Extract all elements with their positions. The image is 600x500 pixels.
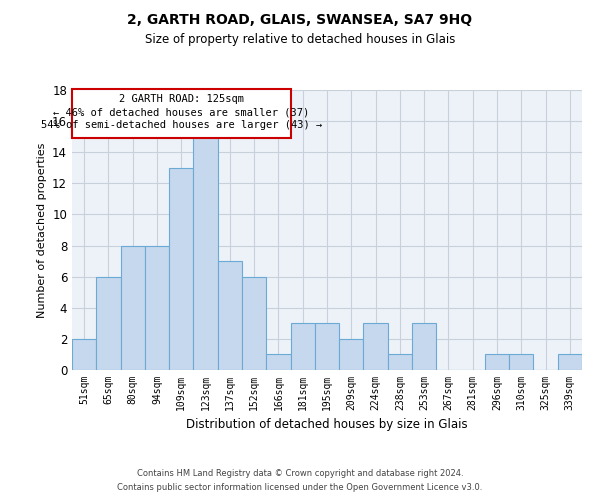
X-axis label: Distribution of detached houses by size in Glais: Distribution of detached houses by size …: [186, 418, 468, 432]
Bar: [96, 276, 121, 370]
Bar: [388, 354, 412, 370]
Bar: [145, 246, 169, 370]
Bar: [193, 136, 218, 370]
Text: Size of property relative to detached houses in Glais: Size of property relative to detached ho…: [145, 32, 455, 46]
Bar: [242, 276, 266, 370]
Y-axis label: Number of detached properties: Number of detached properties: [37, 142, 47, 318]
Bar: [72, 339, 96, 370]
Bar: [266, 354, 290, 370]
Text: 2, GARTH ROAD, GLAIS, SWANSEA, SA7 9HQ: 2, GARTH ROAD, GLAIS, SWANSEA, SA7 9HQ: [127, 12, 473, 26]
Text: 2 GARTH ROAD: 125sqm: 2 GARTH ROAD: 125sqm: [119, 94, 244, 104]
Text: 54% of semi-detached houses are larger (43) →: 54% of semi-detached houses are larger (…: [41, 120, 322, 130]
Bar: [218, 261, 242, 370]
Bar: [485, 354, 509, 370]
Bar: [315, 324, 339, 370]
Bar: [339, 339, 364, 370]
Bar: [509, 354, 533, 370]
Bar: [169, 168, 193, 370]
Text: Contains public sector information licensed under the Open Government Licence v3: Contains public sector information licen…: [118, 484, 482, 492]
Bar: [121, 246, 145, 370]
Bar: [290, 324, 315, 370]
FancyBboxPatch shape: [72, 89, 290, 138]
Bar: [412, 324, 436, 370]
Bar: [558, 354, 582, 370]
Bar: [364, 324, 388, 370]
Text: Contains HM Land Registry data © Crown copyright and database right 2024.: Contains HM Land Registry data © Crown c…: [137, 468, 463, 477]
Text: ← 46% of detached houses are smaller (37): ← 46% of detached houses are smaller (37…: [53, 107, 310, 117]
